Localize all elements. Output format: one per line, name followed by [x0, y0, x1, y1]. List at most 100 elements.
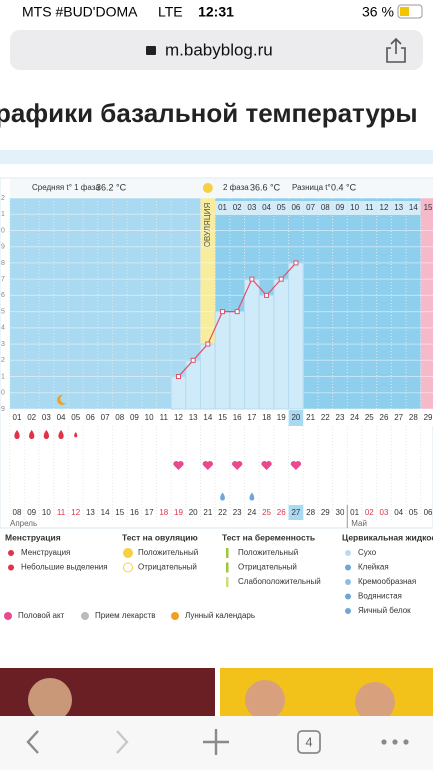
legend-title: Менструация [5, 532, 61, 542]
legend-icon [123, 562, 133, 573]
new-tab-button[interactable] [203, 729, 229, 755]
top-day-label: 02 [233, 203, 242, 212]
day-label: 04 [57, 413, 66, 422]
temperature-point [220, 309, 226, 315]
forward-button[interactable] [116, 730, 129, 754]
date-label: 21 [203, 508, 212, 517]
day-label: 23 [336, 413, 345, 422]
top-day-label: 15 [424, 203, 433, 212]
heart [173, 461, 184, 470]
legend-item: Лунный календарь [185, 611, 255, 620]
temperature-point [293, 260, 299, 266]
legend-item: Отрицательный [238, 563, 297, 572]
legend-title: Тест на беременность [222, 532, 315, 542]
back-button[interactable] [26, 730, 39, 754]
y-tick-label: 2 [1, 357, 5, 364]
legend-item: Слабоположительный [238, 577, 321, 586]
temperature-bar [200, 343, 216, 410]
date-label: 28 [306, 508, 315, 517]
carrier: MTS #BUD'DOMA [22, 4, 138, 20]
date-label: 03 [380, 508, 389, 517]
day-label: 16 [233, 413, 242, 422]
menu-button[interactable] [381, 739, 409, 745]
temperature-bar [185, 359, 202, 410]
month-label: Май [351, 519, 367, 528]
top-day-label: 01 [218, 203, 227, 212]
top-day-cell [273, 201, 289, 215]
day-label: 27 [394, 413, 403, 422]
day-label: 20 [291, 413, 300, 422]
cervical-drop [249, 492, 255, 501]
y-tick-label: 3 [1, 341, 5, 348]
legend-item: Положительный [138, 548, 198, 557]
y-tick-label: 5 [1, 308, 5, 315]
day-label: 01 [13, 413, 22, 422]
share-icon[interactable] [386, 37, 406, 63]
date-label: 12 [71, 508, 80, 517]
date-label: 16 [130, 508, 139, 517]
y-tick-label: 6 [1, 292, 5, 299]
temperature-bar [214, 311, 231, 410]
legend: Менструация Менструация Небольшие выделени… [4, 532, 433, 620]
legend-item: Положительный [238, 548, 298, 557]
date-label: 14 [101, 508, 110, 517]
day-label: 13 [189, 413, 198, 422]
day-label: 17 [247, 413, 256, 422]
current-day [288, 410, 304, 426]
tabs-count: 4 [305, 734, 312, 749]
date-label: 23 [233, 508, 242, 517]
top-day-cell [376, 201, 392, 215]
time: 12:31 [198, 4, 234, 20]
date-label: 04 [394, 508, 403, 517]
y-tick-label: 1 [1, 373, 5, 380]
phase1-label: Средняя t° 1 фаза [32, 183, 100, 192]
legend-item: Водянистая [358, 592, 402, 601]
date-label: 30 [336, 508, 345, 517]
top-day-cell [215, 201, 230, 215]
date-label: 17 [145, 508, 154, 517]
date-label: 05 [409, 508, 418, 517]
date-label: 24 [247, 508, 256, 517]
day-label: 24 [350, 413, 359, 422]
phase1-value: 36.2 °C [96, 182, 127, 192]
date-label: 29 [321, 508, 330, 517]
day-label: 07 [101, 413, 110, 422]
heart [202, 461, 213, 470]
temperature-point [234, 309, 240, 315]
y-tick-label: 2 [1, 195, 5, 202]
legend-icon [345, 608, 351, 614]
top-day-cell [406, 201, 421, 215]
temperature-point [264, 292, 270, 298]
day-label: 18 [262, 413, 271, 422]
top-day-label: 06 [291, 203, 300, 212]
menstruation-drop [43, 430, 49, 439]
diff-value: 0.4 °C [331, 182, 357, 192]
menstruation-drop [14, 430, 20, 439]
temperature-bar [288, 262, 304, 410]
url-bar[interactable] [10, 30, 423, 70]
legend-icon [81, 612, 89, 620]
top-day-label: 08 [321, 203, 330, 212]
top-day-label: 03 [247, 203, 256, 212]
y-tick-label: 7 [1, 276, 5, 283]
battery: 36 % [362, 4, 394, 20]
battery-icon [397, 4, 423, 19]
day-label: 11 [160, 413, 169, 422]
top-day-cell [244, 201, 260, 215]
day-label: 12 [174, 413, 183, 422]
y-tick-label: 1 [1, 211, 5, 218]
network: LTE [158, 4, 183, 20]
legend-item: Небольшие выделения [21, 563, 108, 572]
top-day-label: 09 [336, 203, 345, 212]
legend-icon [8, 564, 14, 571]
top-day-label: 05 [277, 203, 286, 212]
legend-icon [226, 548, 229, 558]
temperature-point [278, 276, 284, 282]
date-label: 13 [86, 508, 95, 517]
tabs-button[interactable] [297, 730, 321, 754]
period-column [420, 198, 433, 409]
date-label: 25 [262, 508, 271, 517]
date-label: 10 [42, 508, 51, 517]
